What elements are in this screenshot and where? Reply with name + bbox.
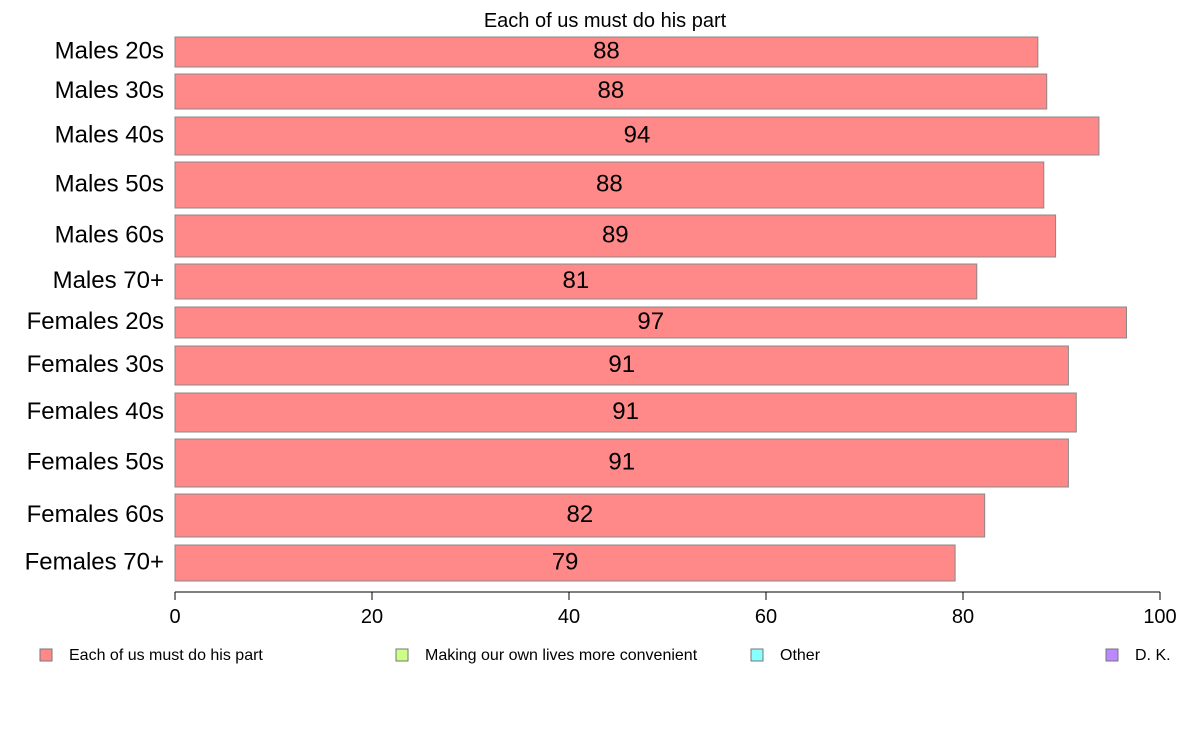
bar-10	[174, 438, 1069, 488]
legend-swatch	[395, 648, 409, 662]
value-label: 81	[563, 267, 590, 294]
bar-12	[174, 544, 956, 582]
legend-label: D. K.	[1135, 647, 1171, 664]
bars-group	[174, 36, 1128, 582]
x-tick-label: 100	[1143, 606, 1176, 628]
value-label: 88	[596, 170, 623, 197]
value-label: 88	[593, 37, 620, 64]
value-label: 82	[566, 501, 593, 528]
category-label: Females 20s	[27, 308, 164, 335]
category-label: Males 60s	[55, 221, 164, 248]
value-label: 91	[608, 351, 635, 378]
category-labels: Males 20s Males 30s Males 40s Males 50s Male…	[25, 37, 164, 575]
value-label: 79	[552, 548, 579, 575]
category-label: Females 60s	[27, 501, 164, 528]
chart-title: Each of us must do his part	[484, 10, 727, 32]
legend-label: Other	[780, 647, 821, 664]
category-label: Males 40s	[55, 121, 164, 148]
category-label: Males 70+	[53, 267, 164, 294]
legend-label: Making our own lives more convenient	[425, 647, 698, 664]
category-label: Females 30s	[27, 351, 164, 378]
bar-7	[174, 306, 1128, 339]
x-tick-label: 60	[755, 606, 777, 628]
x-tick-label: 20	[361, 606, 383, 628]
legend: Each of us must do his part Making our ow…	[39, 647, 1171, 664]
bar-8	[174, 345, 1069, 386]
x-tick-label: 0	[169, 606, 180, 628]
bar-6	[174, 263, 978, 300]
x-tick-label: 80	[952, 606, 974, 628]
category-label: Females 70+	[25, 548, 164, 575]
bar-1	[174, 36, 1039, 68]
value-label: 91	[608, 448, 635, 475]
bar-4	[174, 161, 1045, 209]
value-label: 97	[637, 308, 664, 335]
bar-5	[174, 214, 1057, 258]
category-label: Females 40s	[27, 398, 164, 425]
category-label: Males 50s	[55, 170, 164, 197]
category-label: Males 20s	[55, 37, 164, 64]
x-tick-label: 40	[558, 606, 580, 628]
bar-3	[174, 116, 1100, 156]
bar-9	[174, 392, 1077, 433]
bar-11	[174, 493, 986, 538]
bar-2	[174, 73, 1048, 110]
category-label: Males 30s	[55, 77, 164, 104]
category-label: Females 50s	[27, 448, 164, 475]
legend-swatch	[750, 648, 764, 662]
value-label: 91	[612, 398, 639, 425]
value-label: 89	[602, 221, 629, 248]
x-axis: 0 20 40 60 80 100	[169, 591, 1177, 628]
value-label: 88	[598, 77, 625, 104]
value-label: 94	[624, 121, 651, 148]
legend-swatch	[1105, 648, 1119, 662]
legend-label: Each of us must do his part	[69, 647, 263, 664]
legend-swatch	[39, 648, 53, 662]
